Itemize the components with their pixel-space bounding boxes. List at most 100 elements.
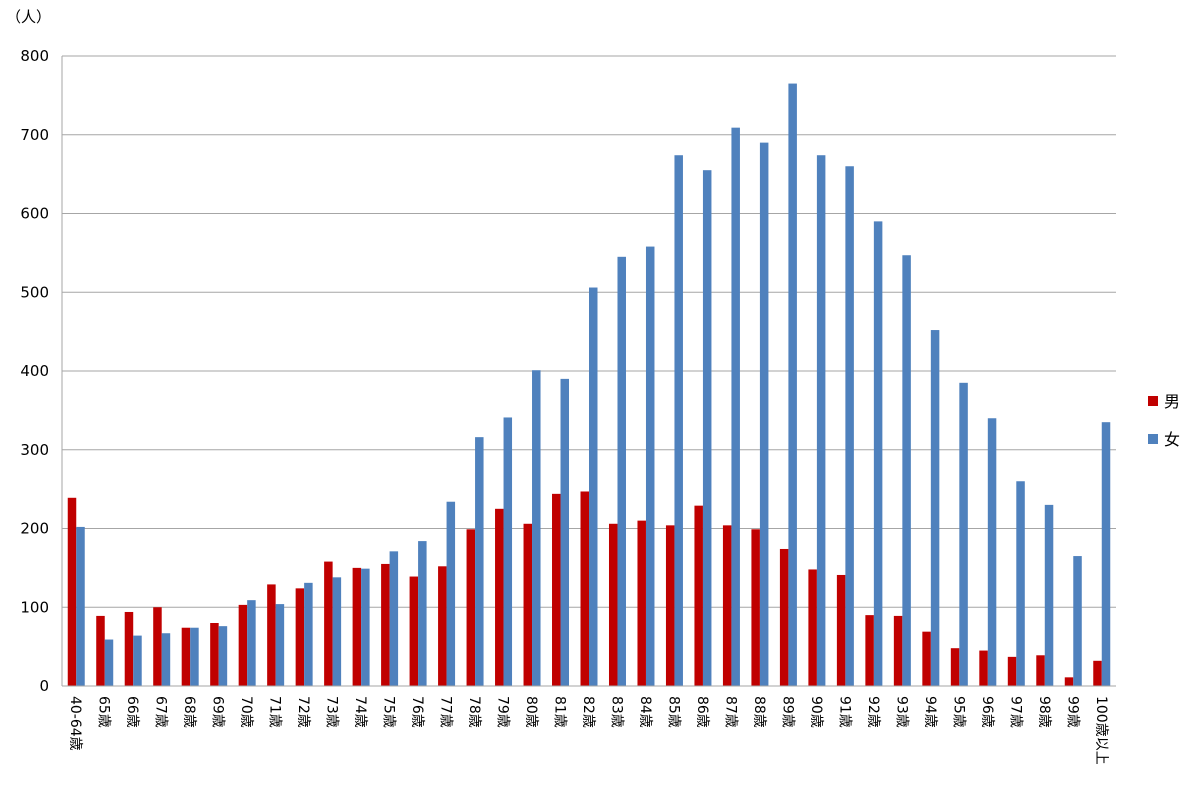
bar-male	[893, 615, 903, 686]
x-category-label: 94歳	[922, 696, 938, 728]
x-category-label: 78歳	[466, 696, 482, 728]
y-tick-label: 400	[20, 362, 49, 380]
bar-male	[979, 650, 988, 686]
y-tick-label: 500	[20, 283, 49, 301]
bar-female	[275, 604, 285, 686]
x-category-label: 92歳	[865, 696, 881, 728]
bar-male	[637, 520, 646, 686]
bar-male	[153, 607, 162, 686]
bar-female	[1044, 504, 1054, 686]
x-category-label: 83歳	[608, 696, 624, 728]
x-category-label: 79歳	[495, 696, 511, 728]
x-category-label: 90歳	[808, 696, 824, 728]
x-category-label: 67歳	[153, 696, 169, 728]
bar-female	[702, 170, 712, 686]
x-category-label: 95歳	[950, 696, 966, 728]
x-category-label: 88歳	[751, 696, 767, 728]
bar-male	[67, 497, 77, 686]
x-category-label: 96歳	[979, 696, 995, 728]
bar-female	[1101, 422, 1111, 686]
bar-female	[190, 627, 199, 686]
x-category-label: 65歳	[96, 696, 112, 728]
bar-male	[295, 588, 305, 686]
bar-male	[1064, 677, 1074, 686]
legend-label-male: 男	[1164, 392, 1180, 411]
bar-female	[475, 437, 484, 686]
y-tick-label: 600	[20, 205, 49, 223]
bar-male	[1093, 660, 1102, 686]
bar-female	[361, 568, 370, 686]
bar-male	[808, 569, 817, 686]
legend: 男女	[1148, 392, 1180, 449]
x-category-label: 87歳	[722, 696, 738, 728]
bar-female	[332, 577, 342, 686]
bar-female	[873, 221, 883, 686]
y-tick-label: 800	[20, 47, 49, 65]
bar-female	[218, 626, 228, 686]
bar-male	[779, 548, 789, 686]
x-category-label: 73歳	[324, 696, 340, 728]
legend-label-female: 女	[1164, 430, 1180, 449]
x-category-label: 81歳	[552, 696, 568, 728]
bar-male	[523, 523, 533, 686]
bar-male	[438, 566, 447, 686]
bar-male	[552, 493, 561, 686]
x-category-label: 86歳	[694, 696, 710, 728]
x-category-label: 72歳	[295, 696, 311, 728]
x-category-label: 100歳以上	[1093, 696, 1109, 765]
bar-male	[324, 561, 333, 686]
bar-male	[836, 574, 846, 686]
x-category-label: 40-64歳	[67, 696, 83, 751]
bar-female	[532, 370, 541, 686]
bar-male	[210, 623, 219, 686]
x-category-label: 91歳	[836, 696, 852, 728]
bar-female	[731, 127, 740, 687]
x-category-label: 85歳	[665, 696, 681, 728]
bar-female	[930, 330, 940, 686]
bar-male	[1036, 655, 1045, 686]
bar-male	[124, 611, 134, 686]
bar-male	[409, 576, 419, 686]
x-category-label: 84歳	[637, 696, 653, 728]
bar-male	[580, 491, 589, 686]
bar-female	[674, 155, 683, 687]
bar-male	[381, 563, 390, 686]
x-category-label: 68歳	[181, 696, 197, 728]
y-tick-label: 100	[20, 598, 49, 616]
bar-male	[665, 525, 675, 686]
bar-female	[446, 501, 456, 686]
bar-male	[1007, 656, 1017, 686]
bar-male	[267, 584, 276, 686]
bar-female	[617, 256, 626, 686]
x-category-label: 76歳	[409, 696, 425, 728]
x-category-label: 82歳	[580, 696, 596, 728]
bar-male	[466, 529, 476, 686]
y-unit-label: （人）	[6, 8, 51, 26]
bar-male	[950, 648, 960, 686]
bar-male	[352, 567, 362, 686]
legend-swatch-male	[1148, 396, 1158, 406]
bar-female	[959, 382, 968, 686]
x-category-label: 99歳	[1064, 696, 1080, 728]
bar-male	[238, 604, 248, 686]
x-category-label: 75歳	[381, 696, 397, 728]
bar-female	[788, 83, 797, 686]
y-tick-label: 300	[20, 441, 49, 459]
x-category-label: 71歳	[267, 696, 283, 728]
bar-female	[389, 551, 399, 686]
x-category-label: 66歳	[124, 696, 140, 728]
bar-male	[865, 615, 874, 686]
x-category-label: 74歳	[352, 696, 368, 728]
bar-female	[560, 378, 570, 686]
bar-female	[304, 582, 313, 686]
bar-male	[608, 523, 618, 686]
bar-male	[751, 529, 760, 686]
bar-female	[104, 639, 114, 686]
y-tick-label: 0	[39, 677, 49, 695]
bar-female	[845, 166, 854, 686]
x-category-label: 80歳	[523, 696, 539, 728]
x-category-label: 70歳	[238, 696, 254, 728]
bar-female	[759, 142, 769, 686]
bar-female	[902, 255, 911, 687]
